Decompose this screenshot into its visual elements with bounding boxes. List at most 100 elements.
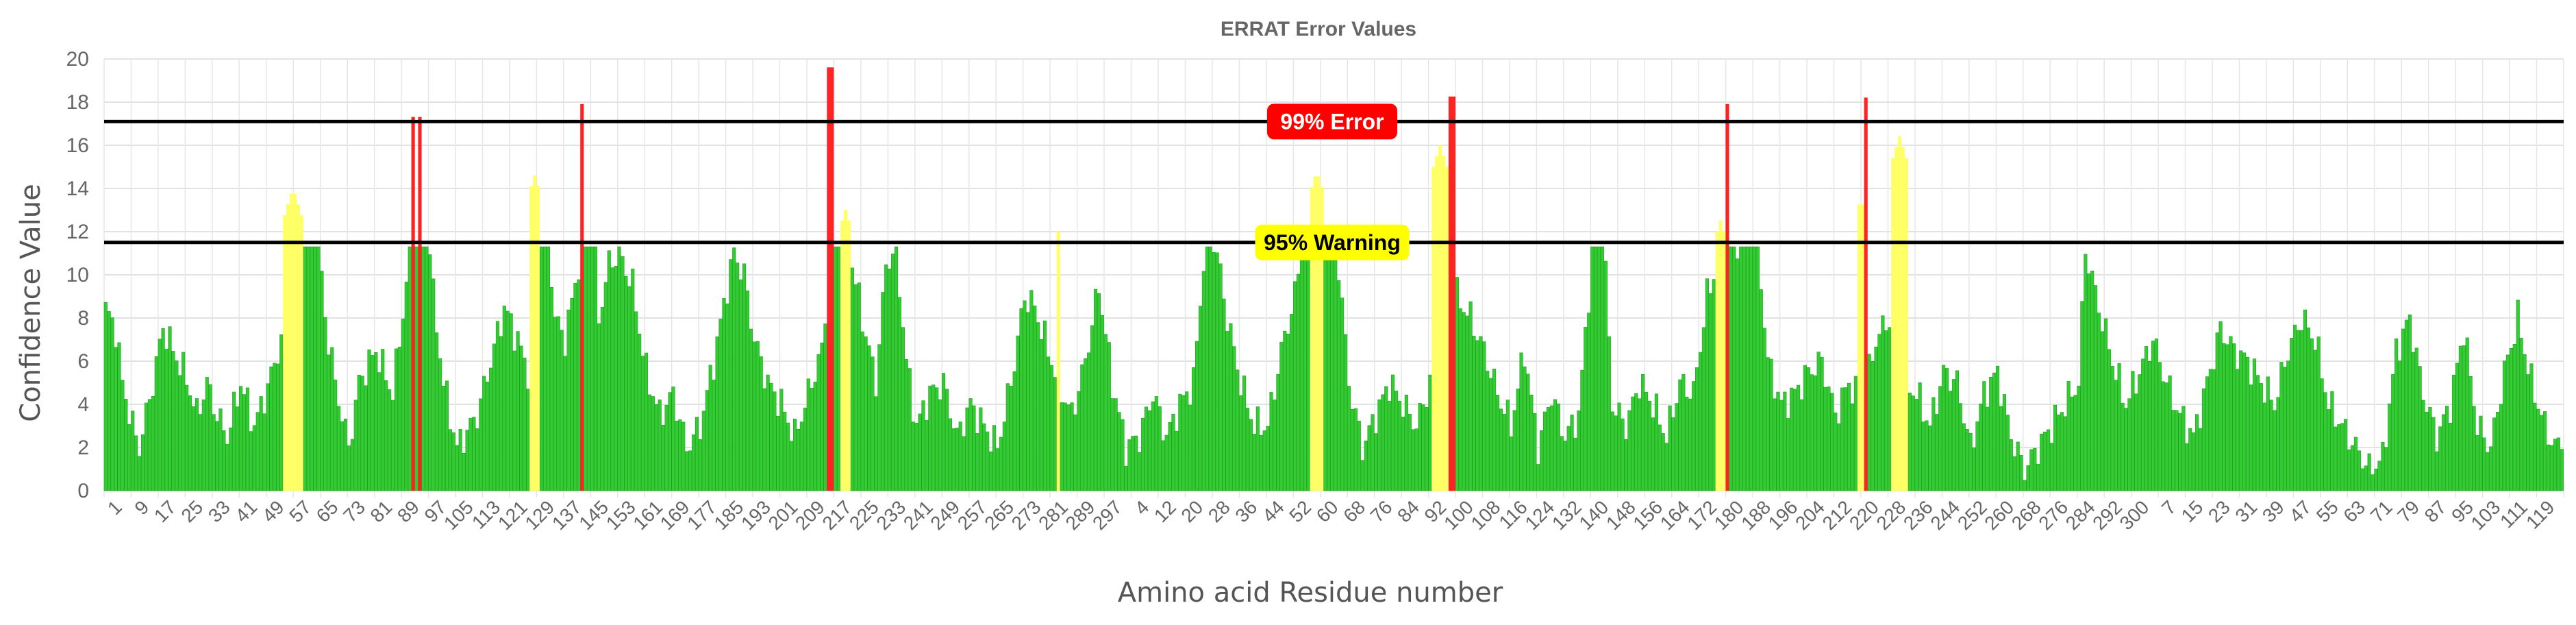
bar-ok — [2205, 376, 2209, 491]
bar-ok — [2107, 349, 2111, 491]
bar-ok — [390, 400, 395, 491]
bar-ok — [1580, 369, 1584, 491]
bar-ok — [1026, 312, 1030, 491]
bar-ok — [1573, 437, 1577, 491]
bar-ok — [164, 349, 168, 491]
bar-ok — [2323, 392, 2327, 491]
bar-ok — [2316, 336, 2321, 491]
bar-ok — [1350, 408, 1355, 491]
bar-ok — [972, 405, 976, 491]
bar-ok — [2549, 445, 2554, 491]
bar-ok — [1989, 376, 1993, 491]
bar-ok — [712, 380, 716, 491]
bar-ok — [2110, 366, 2114, 491]
bar-error — [1725, 103, 1729, 491]
bar-ok — [1739, 246, 1743, 491]
bar-ok — [2097, 312, 2101, 491]
bar-ok — [1799, 399, 1804, 491]
x-tick-label: 65 — [312, 496, 342, 526]
bar-ok — [603, 282, 608, 491]
bar-ok — [2066, 381, 2071, 491]
bar-ok — [255, 412, 260, 491]
bar-ok — [1603, 260, 1608, 491]
bar-ok — [1664, 443, 1668, 491]
bar-ok — [2428, 407, 2432, 491]
bar-ok — [215, 421, 219, 491]
bar-ok — [1867, 354, 1871, 491]
bar-ok — [2222, 343, 2226, 491]
bar-ok — [948, 418, 953, 491]
bar-ok — [175, 360, 179, 491]
bar-ok — [2435, 451, 2439, 491]
bar-ok — [131, 410, 135, 491]
bar-ok — [144, 402, 149, 491]
bar-ok — [1283, 330, 1287, 491]
bar-ok — [1776, 391, 1780, 491]
bar-ok — [458, 429, 462, 491]
bar-ok — [512, 350, 516, 491]
bar-ok — [381, 349, 385, 491]
bar-ok — [837, 246, 841, 491]
bars-group — [103, 67, 2564, 491]
bar-ok — [2084, 254, 2088, 491]
bar-ok — [2121, 402, 2125, 491]
bar-ok — [1063, 402, 1067, 491]
x-tick-label: 47 — [2285, 496, 2315, 526]
bar-ok — [1255, 406, 1260, 491]
bar-ok — [705, 390, 709, 491]
bar-ok — [1016, 335, 1020, 491]
bar-ok — [1590, 246, 1595, 491]
bar-ok — [2185, 443, 2189, 491]
bar-ok — [1161, 440, 1165, 491]
bar-ok — [1040, 339, 1044, 491]
bar-ok — [1087, 352, 1091, 491]
bar-ok — [1884, 330, 1888, 491]
bar-ok — [1766, 357, 1770, 491]
bar-ok — [1195, 341, 1199, 491]
bar-ok — [1042, 320, 1047, 491]
bar-ok — [2239, 350, 2243, 491]
bar-ok — [2151, 341, 2155, 491]
bar-ok — [1549, 405, 1554, 491]
bar-warning — [1715, 231, 1719, 491]
bar-ok — [2090, 270, 2094, 491]
bar-ok — [353, 400, 358, 491]
bar-ok — [364, 385, 368, 491]
y-tick-label: 2 — [77, 437, 89, 459]
bar-ok — [2411, 352, 2415, 491]
bar-ok — [2178, 413, 2182, 491]
bar-warning — [840, 220, 845, 491]
bar-warning — [847, 220, 851, 491]
bar-ok — [2458, 345, 2462, 491]
bar-ok — [1840, 387, 1845, 491]
bar-ok — [2448, 423, 2453, 491]
bar-ok — [2198, 428, 2203, 491]
bar-ok — [1468, 301, 1473, 491]
bar-ok — [1192, 367, 1196, 491]
bar-warning — [1895, 147, 1899, 491]
bar-ok — [661, 425, 665, 491]
bar-ok — [1556, 403, 1560, 491]
bar-ok — [2208, 369, 2212, 491]
bar-ok — [1925, 420, 1929, 491]
bar-ok — [1121, 419, 1125, 491]
bar-ok — [1110, 398, 1114, 491]
bar-ok — [1290, 314, 1294, 491]
bar-ok — [114, 347, 118, 491]
x-tick-label: 57 — [285, 496, 315, 526]
bar-ok — [935, 387, 939, 491]
bar-ok — [1084, 358, 1088, 491]
bar-ok — [2489, 446, 2493, 491]
bar-ok — [668, 392, 672, 491]
bar-ok — [2475, 435, 2479, 491]
bar-ok — [1401, 417, 1405, 491]
bar-ok — [1688, 398, 1692, 491]
bar-ok — [1519, 352, 1523, 491]
bar-ok — [2442, 414, 2446, 491]
threshold-badge-label: 99% Error — [1280, 109, 1384, 134]
bar-ok — [587, 246, 591, 491]
bar-ok — [1492, 369, 1497, 491]
bar-ok — [1323, 246, 1327, 491]
bar-ok — [1678, 379, 1682, 491]
bar-ok — [1134, 435, 1138, 491]
